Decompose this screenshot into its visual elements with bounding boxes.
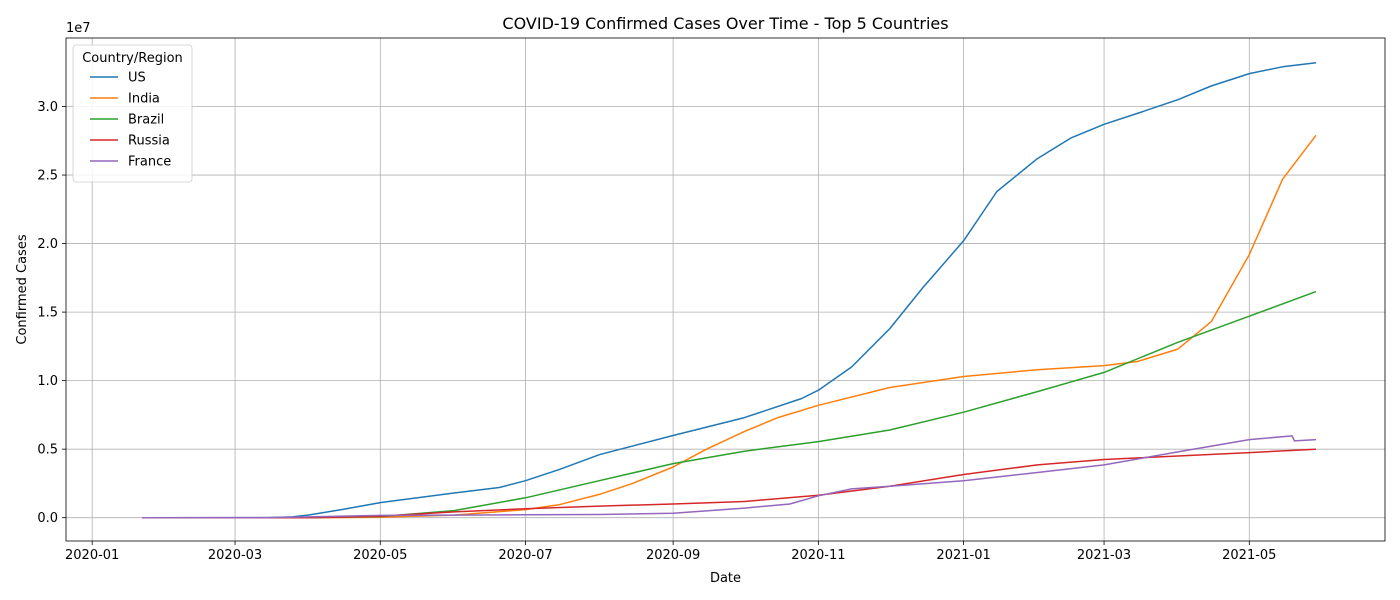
legend-label-india: India — [128, 92, 160, 107]
axes-frame — [65, 37, 1386, 542]
series-line-india — [142, 134, 1317, 519]
y-tick-label: 2.0 — [37, 237, 58, 252]
y-axis-label: Confirmed Cases — [15, 234, 30, 344]
plot-area: 2020-01 2020-03 2020-05 2020-07 2020-09 2020-… — [15, 14, 1386, 586]
y-tick-label: 1.0 — [37, 374, 58, 389]
legend-label-brazil: Brazil — [128, 113, 164, 128]
x-tick-label: 2020-11 — [791, 548, 845, 563]
y-tick-label: 0.5 — [37, 443, 58, 458]
y-tick-label: 0.0 — [37, 511, 58, 526]
series-line-france — [142, 435, 1317, 519]
x-tick-label: 2020-07 — [498, 548, 552, 563]
series-line-us — [142, 61, 1317, 519]
grid — [66, 38, 1385, 541]
legend-label-france: France — [128, 155, 171, 170]
y-scale-offset-label: 1e7 — [66, 21, 91, 36]
legend-box — [72, 44, 193, 183]
y-tick-label: 2.5 — [37, 169, 58, 184]
y-axis: 0.0 0.5 1.0 1.5 2.0 2.5 3.0 — [37, 100, 66, 526]
legend-label-us: US — [128, 71, 146, 86]
x-axis: 2020-01 2020-03 2020-05 2020-07 2020-09 2020-… — [65, 541, 1276, 563]
x-tick-label: 2021-01 — [936, 548, 990, 563]
series-lines — [142, 61, 1317, 519]
x-axis-label: Date — [710, 571, 741, 586]
x-tick-label: 2020-01 — [65, 548, 119, 563]
x-tick-label: 2021-05 — [1222, 548, 1276, 563]
legend-label-russia: Russia — [128, 134, 170, 149]
legend-title: Country/Region — [82, 51, 183, 66]
x-tick-label: 2020-03 — [208, 548, 262, 563]
y-tick-label: 1.5 — [37, 306, 58, 321]
legend: Country/Region US India Brazil Russia France — [72, 44, 193, 183]
x-tick-label: 2021-03 — [1077, 548, 1131, 563]
x-tick-label: 2020-05 — [353, 548, 407, 563]
x-tick-label: 2020-09 — [646, 548, 700, 563]
chart-title: COVID-19 Confirmed Cases Over Time - Top… — [502, 14, 948, 33]
y-tick-label: 3.0 — [37, 100, 58, 115]
